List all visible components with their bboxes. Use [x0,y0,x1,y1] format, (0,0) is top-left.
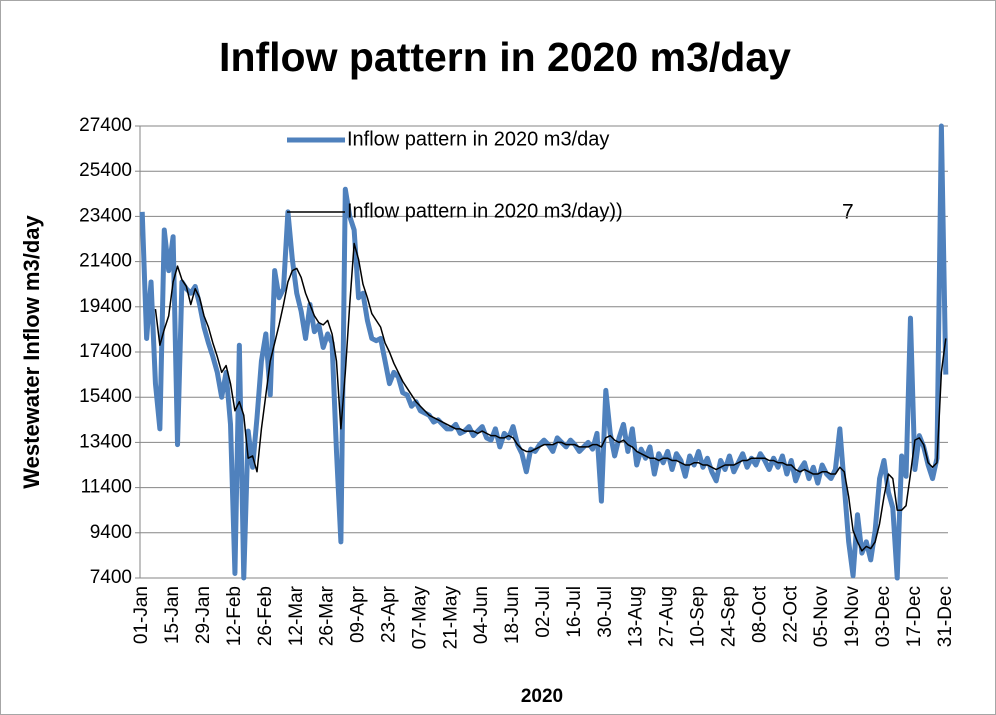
legend-label: Inflow pattern in 2020 m3/day [347,128,609,150]
x-tick-label: 26-Mar [317,585,338,646]
x-tick-label: 19-Nov [842,586,863,648]
x-tick-label: 03-Dec [873,586,894,647]
x-tick-label: 02-Jul [533,586,554,638]
x-tick-label: 04-Jun [471,586,492,644]
x-tick-label: 27-Aug [657,586,678,647]
x-tick-label: 17-Dec [904,586,925,647]
y-tick-label: 9400 [90,522,132,543]
x-tick-label: 26-Feb [255,586,276,646]
x-tick-label: 08-Oct [749,585,770,643]
y-tick-label: 15400 [79,386,132,407]
x-tick-label: 16-Jul [564,586,585,638]
chart-title: Inflow pattern in 2020 m3/day [219,34,791,80]
y-tick-label: 7400 [90,567,132,588]
x-tick-label: 01-Jan [131,586,152,644]
y-tick-label: 21400 [79,251,132,272]
x-tick-label: 12-Feb [224,586,245,646]
y-tick-label: 17400 [79,341,132,362]
series-line [139,123,949,581]
x-tick-label: 15-Jan [162,586,183,644]
annotation: 7 [842,201,854,224]
y-axis-label: Westewater Inflow m3/day [19,215,44,489]
y-tick-label: 13400 [79,431,132,452]
x-tick-label: 10-Sep [688,586,709,647]
y-tick-label: 19400 [79,296,132,317]
x-tick-label: 21-May [440,586,461,650]
x-tick-label: 13-Aug [626,586,647,647]
x-tick-label: 31-Dec [935,586,956,647]
x-tick-label: 30-Jul [595,586,616,638]
y-tick-label: 23400 [79,205,132,226]
x-tick-label: 23-Apr [378,585,399,643]
x-tick-label: 07-May [409,586,430,650]
x-tick-label: 05-Nov [811,586,832,648]
series-line [154,242,947,552]
x-tick-label: 24-Sep [718,586,739,647]
x-tick-label: 22-Oct [780,585,801,643]
x-tick-label: 12-Mar [286,585,307,646]
x-tick-label: 09-Apr [348,585,369,643]
x-tick-label: 29-Jan [193,586,214,644]
y-tick-label: 25400 [79,160,132,181]
x-axis-label: 2020 [521,686,563,707]
y-tick-label: 27400 [79,115,132,136]
y-tick-label: 11400 [81,477,132,498]
legend-label: Inflow pattern in 2020 m3/day)) [347,200,623,222]
x-tick-label: 18-Jun [502,586,523,644]
